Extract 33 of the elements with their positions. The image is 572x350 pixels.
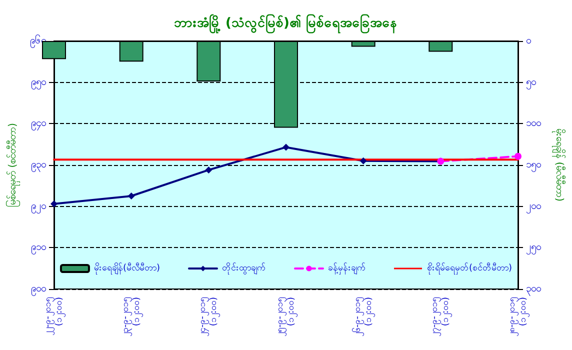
point [282, 144, 290, 151]
y2-tick-label: ၀ [526, 36, 531, 46]
point [514, 152, 522, 160]
x-tick-label: ၂၇-၉-၂၀၁၅ (၁၂:၀၀) [430, 297, 452, 336]
x-tick-label: ၂၃-၉-၂၀၁၅ (၁၂:၀၀) [120, 297, 143, 336]
y-tick-label: ၉၄၀ [31, 118, 46, 132]
legend-label: မိုးရေချိန်(မီလီမီတာ) [94, 262, 160, 274]
x-tick-label: ၂၂-၉-၂၀၁၅ (၁၂:၀၀) [44, 297, 66, 336]
y2-tick-label: ၁၀၀ [526, 118, 541, 130]
y-tick-label: ၉၅၀ [31, 76, 46, 90]
point [205, 166, 212, 174]
x-tick-label: ၂၄-၉-၂၀၁၅ (၁၂:၀၀) [198, 297, 220, 336]
point [360, 157, 367, 164]
y-axis-title: မြစ်ရေမှတ် (စင်တီမီတာ) [4, 122, 20, 207]
legend-label: တိုင်းထွာချက် [222, 262, 266, 274]
x-tick-label: ၂၅-၉-၂၀၁၅ (၁၂:၀၀) [276, 297, 298, 336]
y-tick-label: ၉၀၀ [31, 284, 46, 296]
legend-label: စိုးရိမ်ရေမှတ်(စင်တီမီတာ) [427, 262, 512, 274]
y2-tick-label: ၅၀ [526, 76, 536, 90]
y2-tick-label: ၂၀၀ [526, 200, 541, 214]
point [50, 200, 58, 208]
y-tick-label: ၉၃၀ [31, 160, 46, 172]
y-tick-label: ၉၁၀ [31, 242, 46, 256]
y-tick-label: ၉၂၀ [31, 200, 46, 214]
x-tick-label: ၂၆-၉-၂၀၁၅ (၁၂:၀၀) [352, 297, 375, 336]
legend-label: ခန့်မှန်းချက် [328, 262, 366, 274]
y2-tick-label: ၃၀၀ [526, 284, 541, 296]
chart-title: ဘားအံမြို့ (သံလွင်မြစ်)၏ မြစ်ရေအခြေအနေ [174, 13, 398, 34]
y2-tick-label: ၁၅၀ [526, 160, 541, 172]
y2-axis-title: မိုးရေချိန် (မီလီမီတာ) [552, 128, 566, 202]
x-tick-label: ၂၈-၉-၂၀၁၅ (၁၂:၀၀) [508, 297, 530, 336]
point [128, 192, 135, 200]
y2-tick-label: ၂၅၀ [526, 242, 541, 256]
